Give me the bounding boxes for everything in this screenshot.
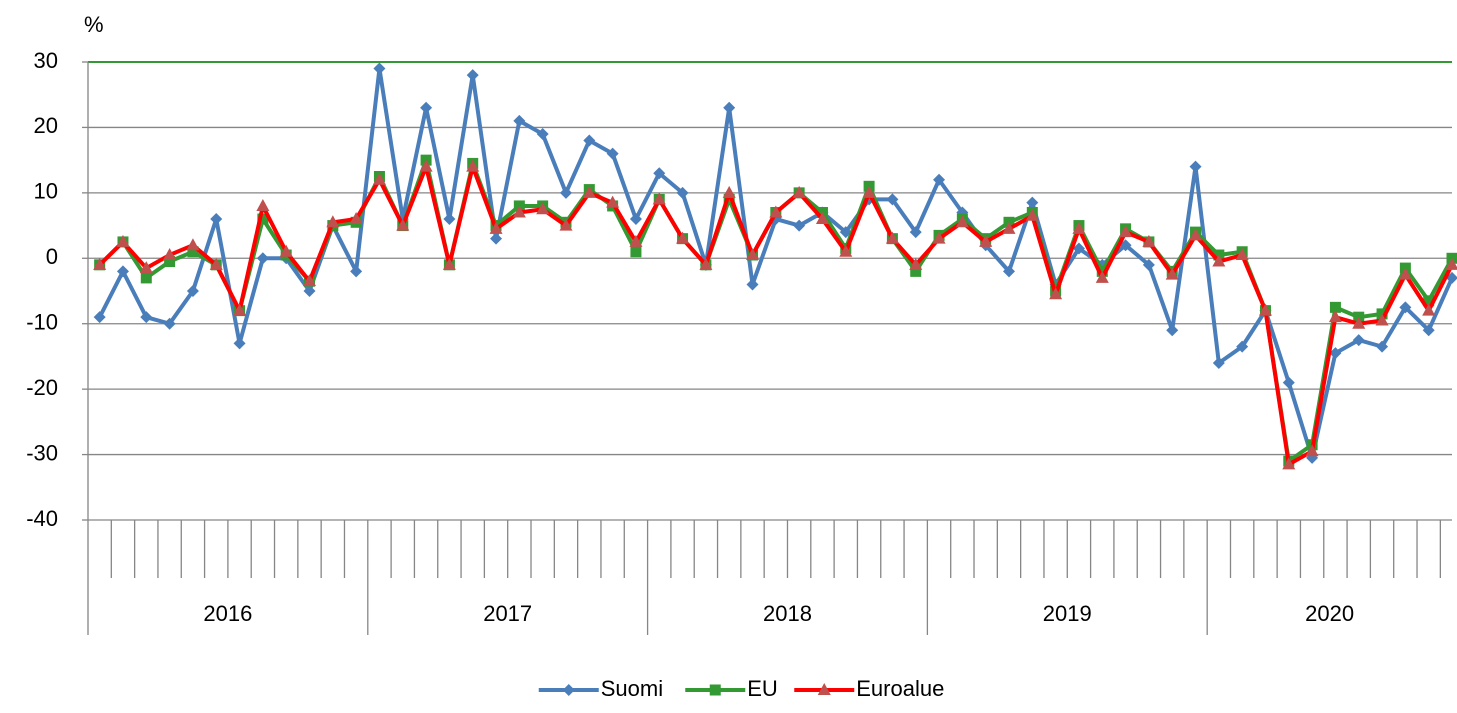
legend-label: Suomi [601, 676, 663, 701]
data-point [1283, 377, 1295, 389]
data-point [560, 187, 572, 199]
y-tick-label: 10 [34, 179, 58, 204]
data-point [1166, 324, 1178, 336]
y-axis-label: % [84, 12, 104, 37]
data-point [141, 272, 152, 283]
data-point [443, 213, 455, 225]
data-point [373, 63, 385, 75]
x-group-label: 2019 [1043, 601, 1092, 626]
y-tick-label: -10 [26, 310, 58, 335]
legend-label: Euroalue [856, 676, 944, 701]
data-point [723, 102, 735, 114]
data-point [723, 186, 736, 198]
data-point [420, 102, 432, 114]
y-tick-label: 0 [46, 244, 58, 269]
data-point [186, 238, 199, 250]
x-group-label: 2020 [1305, 601, 1354, 626]
data-point [256, 199, 269, 211]
data-point [1026, 197, 1038, 209]
y-tick-label: -20 [26, 375, 58, 400]
data-point [630, 246, 641, 257]
data-point [257, 252, 269, 264]
data-point [234, 337, 246, 349]
x-group-label: 2018 [763, 601, 812, 626]
data-point [210, 213, 222, 225]
data-point [490, 233, 502, 245]
data-point [467, 69, 479, 81]
data-point [1190, 161, 1202, 173]
data-point [747, 278, 759, 290]
legend-marker [563, 684, 575, 696]
y-tick-label: 30 [34, 48, 58, 73]
series-line [100, 160, 1452, 461]
x-group-label: 2017 [483, 601, 532, 626]
legend-marker [710, 685, 721, 696]
y-tick-label: -40 [26, 506, 58, 531]
y-tick-label: -30 [26, 440, 58, 465]
y-tick-label: 20 [34, 113, 58, 138]
legend-label: EU [747, 676, 778, 701]
x-group-label: 2016 [203, 601, 252, 626]
